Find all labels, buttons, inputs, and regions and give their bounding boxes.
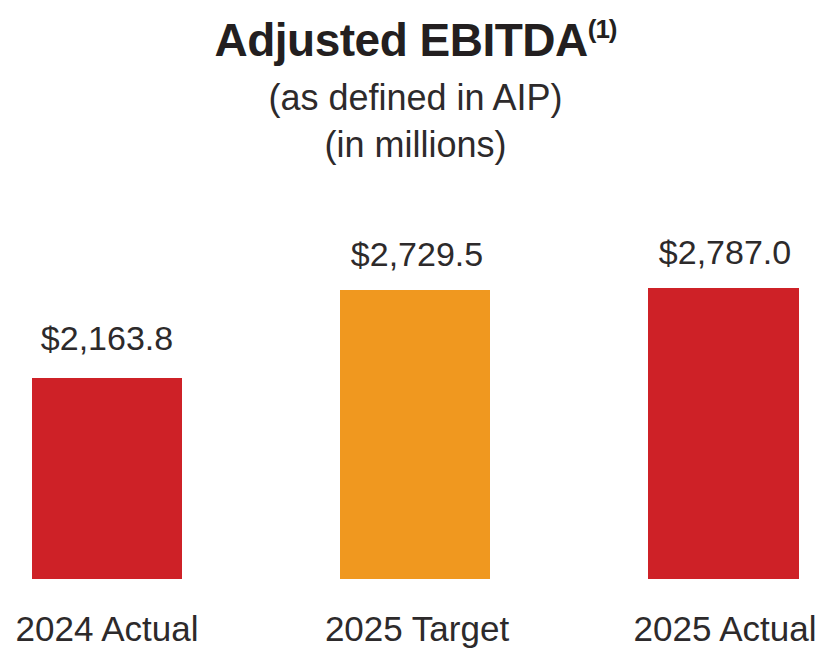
chart-subtitle-units: (in millions) [0,127,831,163]
chart-title-footnote-marker: (1) [588,14,617,44]
adjusted-ebitda-bar-chart: Adjusted EBITDA(1) (as defined in AIP) (… [0,0,831,650]
chart-title-text: Adjusted EBITDA [214,14,587,66]
value-label-2025-target: $2,729.5 [351,237,483,271]
value-label-2025-actual: $2,787.0 [659,235,791,269]
category-label-2025-target: 2025 Target [325,611,509,646]
chart-subtitle-definition: (as defined in AIP) [0,80,831,116]
bar-2024-actual [32,378,182,579]
bar-2025-actual [648,288,799,579]
value-label-2024-actual: $2,163.8 [41,321,173,355]
category-label-2024-actual: 2024 Actual [16,611,199,646]
category-label-2025-actual: 2025 Actual [634,611,817,646]
bar-2025-target [340,290,490,579]
chart-title: Adjusted EBITDA(1) [0,16,831,63]
